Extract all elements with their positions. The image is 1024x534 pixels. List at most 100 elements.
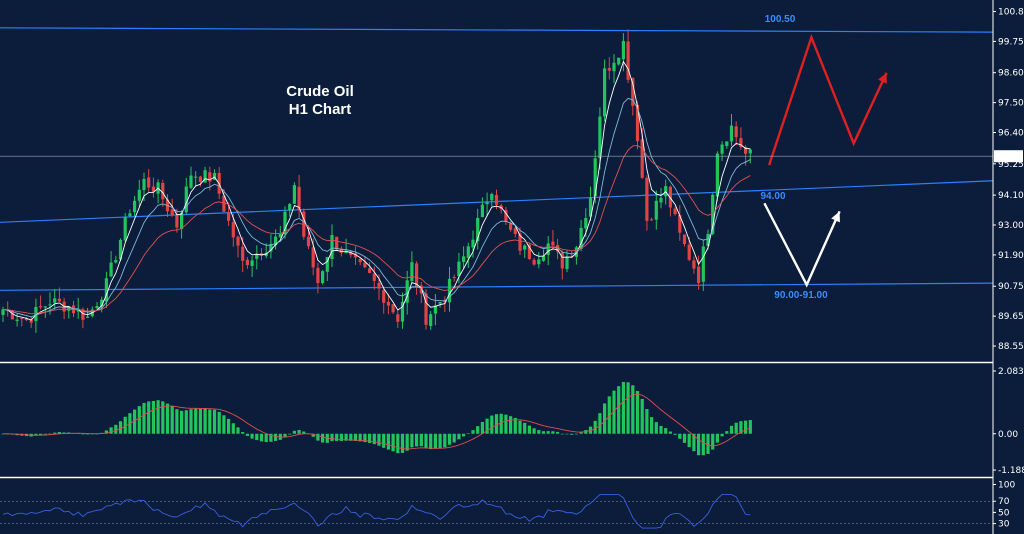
trendline-resistance [0, 27, 994, 33]
macd-bar [288, 433, 292, 435]
candle-body [748, 149, 752, 154]
candle-body [729, 125, 734, 142]
candle-body [306, 236, 311, 247]
macd-bar [734, 422, 738, 434]
candle-body [447, 278, 452, 303]
candle-body [701, 246, 705, 282]
candle-body [537, 259, 541, 265]
candle-body [255, 253, 259, 259]
candle-body [100, 299, 104, 307]
candle-body [81, 309, 85, 320]
candle-body [123, 217, 127, 241]
macd-bar [368, 433, 372, 443]
candle-body [208, 172, 212, 182]
macd-bar [527, 425, 531, 434]
candle-body [203, 170, 207, 183]
candle-body [114, 260, 118, 263]
macd-bar [560, 433, 564, 435]
macd-bar [250, 433, 254, 439]
candle-body [504, 209, 508, 223]
trendline-support [0, 282, 994, 291]
macd-bar [62, 432, 66, 434]
candle-body [405, 280, 409, 303]
panel-dividers [0, 361, 993, 479]
macd-bar [579, 432, 583, 434]
candle-body [335, 236, 339, 250]
candle-body [1, 309, 5, 315]
macd-bar [43, 433, 47, 435]
candle-body [137, 189, 141, 201]
macd-bar [48, 433, 52, 435]
ma-slow [2, 145, 751, 315]
macd-bar [34, 433, 38, 436]
candle-body [546, 243, 550, 255]
macd-bar [114, 424, 118, 434]
candle-body [682, 234, 687, 245]
macd-bar [137, 406, 141, 434]
candle-body [147, 177, 151, 188]
candle-body [476, 217, 480, 242]
macd-bar [682, 433, 687, 443]
candle-body [288, 204, 292, 211]
candle-body [640, 139, 644, 178]
rsi-panel [0, 494, 993, 529]
macd-bar [485, 418, 489, 434]
macd-bar [640, 398, 644, 434]
candle-body [386, 301, 390, 306]
macd-bar [607, 396, 611, 434]
macd-bar [537, 430, 541, 434]
macd-bar [189, 409, 193, 434]
macd-tick-labels: 2.083 0.00 -1.188 [993, 367, 1024, 476]
price-tick-label: 88.55 [998, 342, 1024, 352]
candle-body [635, 104, 640, 142]
macd-bar [635, 391, 640, 434]
macd-bar [744, 420, 748, 434]
macd-bar [382, 433, 386, 448]
candle-body [198, 176, 202, 182]
macd-bar [321, 433, 325, 443]
price-tick-label: 98.60 [998, 69, 1024, 79]
macd-bar [654, 422, 658, 434]
chart-title-line-2: H1 Chart [289, 101, 352, 118]
rsi-tick-label: 100 [998, 480, 1015, 490]
candle-body [494, 194, 499, 205]
candle-body [391, 304, 395, 313]
candle-body [725, 141, 729, 146]
macd-bar [509, 416, 513, 434]
candle-body [161, 182, 165, 200]
candle-body [339, 248, 343, 253]
candle-body [269, 244, 273, 252]
macd-bar [565, 433, 569, 435]
macd-bar [236, 427, 240, 434]
candle-body [692, 260, 696, 269]
macd-bar [245, 433, 249, 436]
candle-body [297, 186, 301, 211]
macd-bar [57, 432, 61, 434]
candle-body [452, 277, 456, 279]
macd-bar [358, 433, 362, 442]
price-tick-label: 91.90 [998, 251, 1024, 261]
candle-body [57, 298, 61, 302]
macd-bar [650, 417, 654, 434]
macd-bar [443, 433, 447, 448]
macd-bar [518, 420, 522, 434]
candle-body [490, 194, 494, 201]
candle-body [118, 239, 123, 260]
candle-body [744, 146, 748, 154]
macd-bar [603, 403, 607, 434]
candle-body [560, 252, 564, 269]
candle-body [565, 256, 569, 270]
macd-bar [645, 409, 649, 434]
rsi-tick-label: 50 [998, 508, 1010, 518]
macd-bar [231, 423, 235, 434]
candle-body [706, 233, 710, 247]
candle-body [20, 318, 24, 320]
macd-tick-label: 2.083 [998, 367, 1024, 377]
macd-bar [466, 433, 470, 434]
macd-bar [574, 433, 578, 435]
bearish-path-arrowhead [831, 211, 840, 223]
macd-panel [1, 381, 752, 456]
ma-mid [2, 97, 751, 318]
current-price-label: 95.53 [996, 153, 1022, 163]
candle-body [236, 236, 240, 246]
